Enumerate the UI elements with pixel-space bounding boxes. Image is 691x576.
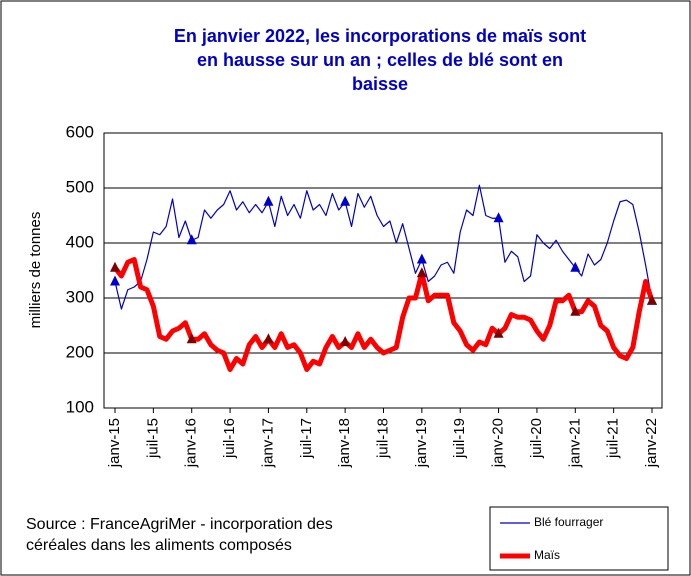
- marker: [570, 305, 581, 316]
- x-tick-label: juil-18: [374, 418, 391, 459]
- chart-title: En janvier 2022, les incorporations de m…: [174, 26, 586, 46]
- marker: [493, 212, 504, 223]
- marker: [263, 333, 274, 344]
- series-line: [114, 184, 653, 310]
- marker: [186, 234, 197, 245]
- y-tick-label: 100: [66, 397, 94, 416]
- x-tick-label: juil-16: [221, 418, 238, 459]
- x-tick-label: janv-17: [259, 418, 276, 468]
- marker: [647, 294, 657, 305]
- x-tick-label: janv-20: [490, 418, 507, 468]
- x-tick-label: janv-18: [336, 418, 353, 468]
- series-line: [113, 257, 655, 372]
- x-tick-label: juil-21: [605, 418, 622, 459]
- chart-title: baisse: [352, 74, 408, 94]
- x-tick-label: janv-22: [643, 418, 660, 468]
- source-note: Source : FranceAgriMer - incorporation d…: [26, 516, 333, 533]
- y-tick-label: 300: [66, 287, 94, 306]
- y-tick-label: 400: [66, 232, 94, 251]
- y-tick-label: 600: [66, 122, 94, 141]
- y-tick-label: 200: [66, 342, 94, 361]
- marker: [416, 267, 427, 278]
- marker: [263, 195, 274, 206]
- y-axis-label: milliers de tonnes: [27, 212, 44, 329]
- marker: [110, 261, 120, 272]
- x-tick-label: juil-20: [528, 418, 545, 459]
- legend-label: Blé fourrager: [534, 515, 603, 529]
- x-tick-label: juil-15: [144, 418, 161, 459]
- marker: [570, 261, 581, 272]
- legend-label: Maïs: [534, 548, 560, 562]
- marker: [110, 275, 120, 286]
- marker: [186, 333, 197, 344]
- x-tick-label: janv-19: [413, 418, 430, 468]
- x-tick-label: juil-19: [451, 418, 468, 459]
- x-tick-label: juil-17: [298, 418, 315, 459]
- x-tick-label: janv-21: [566, 418, 583, 468]
- marker: [340, 336, 351, 346]
- x-tick-label: janv-15: [106, 418, 123, 468]
- marker: [416, 253, 427, 264]
- source-note: céréales dans les aliments composés: [26, 537, 292, 554]
- marker: [340, 195, 351, 206]
- legend-box: [489, 506, 669, 571]
- x-tick-label: janv-16: [183, 418, 200, 468]
- y-tick-label: 500: [66, 177, 94, 196]
- chart-title: en hausse sur un an ; celles de blé sont…: [197, 50, 563, 70]
- marker: [493, 327, 504, 338]
